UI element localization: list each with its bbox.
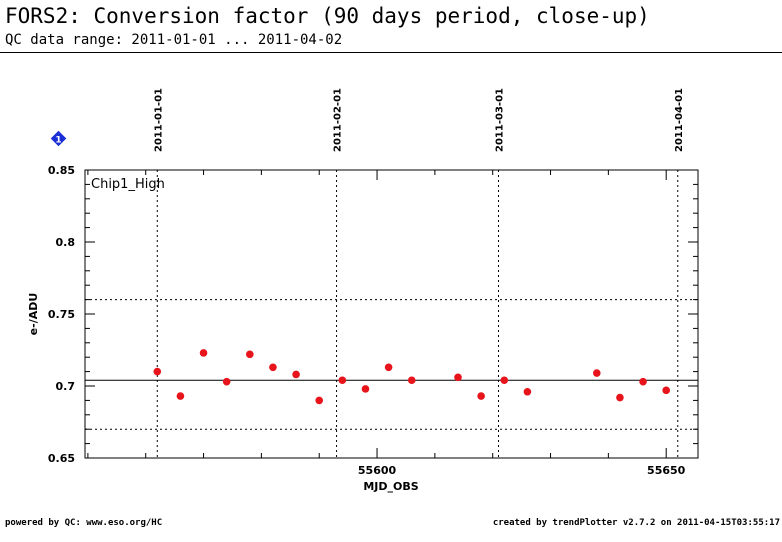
axis-labels: 2011-01-01 2011-02-01 2011-03-01 2011-04-01…: [48, 88, 686, 477]
data-point: [454, 373, 462, 382]
data-point: [616, 393, 624, 402]
axis-ticks: [85, 169, 698, 459]
y-tick-label: 0.8: [56, 236, 76, 249]
data-point: [662, 386, 670, 395]
data-point: [315, 396, 324, 405]
date-label: 2011-01-01: [153, 88, 164, 152]
data-point: [246, 350, 254, 359]
y-tick-label: 0.75: [48, 308, 75, 321]
data-point: [153, 367, 162, 376]
data-point: [523, 387, 532, 396]
footer-created-by: created by trendPlotter v2.7.2 on 2011-0…: [492, 518, 780, 528]
data-point: [639, 377, 647, 386]
data-point: [338, 376, 347, 385]
marker-badge-label: 1: [55, 136, 61, 146]
data-point: [199, 349, 208, 357]
y-axis-title: e-/ADU: [27, 293, 40, 336]
data-point: [500, 376, 509, 385]
y-tick-label: 0.85: [48, 164, 75, 177]
y-tick-label: 0.7: [56, 380, 76, 393]
data-point: [384, 363, 393, 372]
data-point: [176, 392, 185, 400]
data-point: [269, 363, 277, 372]
data-point: [407, 376, 416, 385]
panel-label: Chip1_High: [91, 177, 165, 192]
data-point: [477, 392, 485, 400]
data-point: [292, 370, 300, 379]
footer-powered-by: powered by QC: www.eso.org/HC: [5, 518, 163, 528]
data-range-subtitle: QC data range: 2011-01-01 ... 2011-04-02: [5, 32, 343, 48]
chart-title: FORS2: Conversion factor (90 days period…: [5, 4, 650, 28]
x-tick-label: 55600: [358, 464, 397, 477]
grid-lines: [85, 170, 698, 458]
data-points: [153, 349, 670, 405]
data-point: [592, 369, 601, 377]
data-point: [222, 377, 231, 386]
date-label: 2011-02-01: [333, 88, 344, 152]
date-label: 2011-04-01: [674, 88, 685, 152]
date-label: 2011-03-01: [494, 88, 505, 152]
diamond-icon: [50, 130, 67, 147]
data-point: [361, 385, 370, 393]
x-tick-label: 55650: [647, 464, 686, 477]
header-divider: [0, 52, 782, 53]
plot-frame: [84, 169, 699, 459]
x-axis-title: MJD_OBS: [363, 480, 418, 493]
y-tick-label: 0.65: [48, 452, 75, 465]
marker-badge: 1: [50, 130, 67, 147]
